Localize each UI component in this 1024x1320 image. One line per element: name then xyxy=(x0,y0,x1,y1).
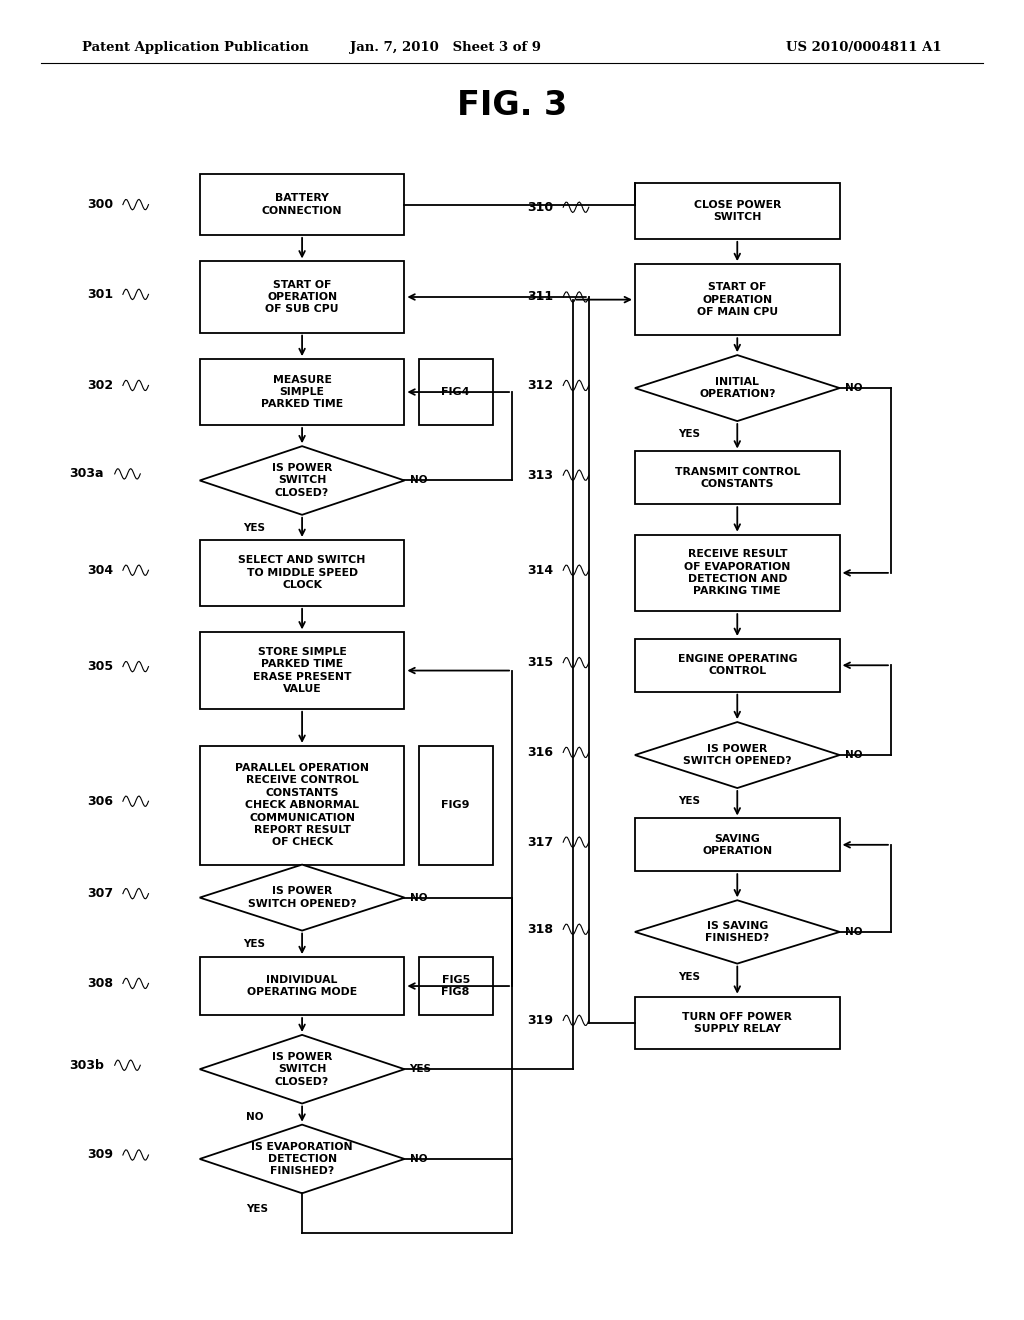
FancyBboxPatch shape xyxy=(200,261,404,333)
Text: SELECT AND SWITCH
TO MIDDLE SPEED
CLOCK: SELECT AND SWITCH TO MIDDLE SPEED CLOCK xyxy=(239,556,366,590)
FancyBboxPatch shape xyxy=(200,957,404,1015)
FancyBboxPatch shape xyxy=(200,632,404,709)
Text: RECEIVE RESULT
OF EVAPORATION
DETECTION AND
PARKING TIME: RECEIVE RESULT OF EVAPORATION DETECTION … xyxy=(684,549,791,597)
Text: FIG5
FIG8: FIG5 FIG8 xyxy=(441,975,470,997)
Text: STORE SIMPLE
PARKED TIME
ERASE PRESENT
VALUE: STORE SIMPLE PARKED TIME ERASE PRESENT V… xyxy=(253,647,351,694)
FancyBboxPatch shape xyxy=(635,818,840,871)
Text: 310: 310 xyxy=(527,201,554,214)
Polygon shape xyxy=(200,1035,404,1104)
Text: NO: NO xyxy=(845,927,862,937)
Text: CLOSE POWER
SWITCH: CLOSE POWER SWITCH xyxy=(693,201,781,222)
FancyBboxPatch shape xyxy=(635,639,840,692)
Text: 304: 304 xyxy=(87,564,114,577)
FancyBboxPatch shape xyxy=(200,174,404,235)
Text: NO: NO xyxy=(845,750,862,760)
Text: IS POWER
SWITCH
CLOSED?: IS POWER SWITCH CLOSED? xyxy=(272,1052,332,1086)
Text: YES: YES xyxy=(678,429,699,440)
Text: 313: 313 xyxy=(527,469,553,482)
Polygon shape xyxy=(200,865,404,931)
Text: YES: YES xyxy=(410,1064,431,1074)
Text: YES: YES xyxy=(678,796,699,807)
FancyBboxPatch shape xyxy=(635,183,840,239)
Text: IS POWER
SWITCH OPENED?: IS POWER SWITCH OPENED? xyxy=(683,744,792,766)
Text: 318: 318 xyxy=(527,923,553,936)
Polygon shape xyxy=(635,355,840,421)
FancyBboxPatch shape xyxy=(419,746,493,865)
FancyBboxPatch shape xyxy=(200,746,404,865)
Text: 302: 302 xyxy=(87,379,114,392)
Text: NO: NO xyxy=(410,892,427,903)
Text: START OF
OPERATION
OF SUB CPU: START OF OPERATION OF SUB CPU xyxy=(265,280,339,314)
Polygon shape xyxy=(635,900,840,964)
Text: 317: 317 xyxy=(527,836,554,849)
Text: YES: YES xyxy=(243,523,264,533)
Text: NO: NO xyxy=(410,475,427,486)
Polygon shape xyxy=(200,446,404,515)
Text: YES: YES xyxy=(678,972,699,982)
FancyBboxPatch shape xyxy=(419,359,493,425)
Text: 309: 309 xyxy=(87,1148,113,1162)
Text: 303b: 303b xyxy=(70,1059,104,1072)
Text: ENGINE OPERATING
CONTROL: ENGINE OPERATING CONTROL xyxy=(678,655,797,676)
Text: Patent Application Publication: Patent Application Publication xyxy=(82,41,308,54)
Text: US 2010/0004811 A1: US 2010/0004811 A1 xyxy=(786,41,942,54)
Text: YES: YES xyxy=(246,1204,267,1214)
Text: 315: 315 xyxy=(527,656,554,669)
Text: MEASURE
SIMPLE
PARKED TIME: MEASURE SIMPLE PARKED TIME xyxy=(261,375,343,409)
Text: PARALLEL OPERATION
RECEIVE CONTROL
CONSTANTS
CHECK ABNORMAL
COMMUNICATION
REPORT: PARALLEL OPERATION RECEIVE CONTROL CONST… xyxy=(236,763,369,847)
Text: BATTERY
CONNECTION: BATTERY CONNECTION xyxy=(262,194,342,215)
Text: FIG. 3: FIG. 3 xyxy=(457,88,567,121)
FancyBboxPatch shape xyxy=(419,957,493,1015)
Text: TURN OFF POWER
SUPPLY RELAY: TURN OFF POWER SUPPLY RELAY xyxy=(682,1012,793,1034)
FancyBboxPatch shape xyxy=(635,535,840,611)
Text: FIG4: FIG4 xyxy=(441,387,470,397)
Text: 319: 319 xyxy=(527,1014,553,1027)
Text: 307: 307 xyxy=(87,887,114,900)
Text: 311: 311 xyxy=(527,290,554,304)
FancyBboxPatch shape xyxy=(200,540,404,606)
Text: NO: NO xyxy=(410,1154,427,1164)
Text: INITIAL
OPERATION?: INITIAL OPERATION? xyxy=(699,378,775,399)
Text: IS SAVING
FINISHED?: IS SAVING FINISHED? xyxy=(706,921,769,942)
FancyBboxPatch shape xyxy=(635,264,840,335)
Text: FIG9: FIG9 xyxy=(441,800,470,810)
Text: Jan. 7, 2010   Sheet 3 of 9: Jan. 7, 2010 Sheet 3 of 9 xyxy=(350,41,541,54)
FancyBboxPatch shape xyxy=(635,997,840,1049)
Text: INDIVIDUAL
OPERATING MODE: INDIVIDUAL OPERATING MODE xyxy=(247,975,357,997)
Text: 305: 305 xyxy=(87,660,114,673)
Text: 303a: 303a xyxy=(70,467,104,480)
Text: IS POWER
SWITCH OPENED?: IS POWER SWITCH OPENED? xyxy=(248,887,356,908)
Text: NO: NO xyxy=(246,1111,263,1122)
Text: IS POWER
SWITCH
CLOSED?: IS POWER SWITCH CLOSED? xyxy=(272,463,332,498)
Text: 314: 314 xyxy=(527,564,554,577)
Text: START OF
OPERATION
OF MAIN CPU: START OF OPERATION OF MAIN CPU xyxy=(696,282,778,317)
Polygon shape xyxy=(635,722,840,788)
Text: 316: 316 xyxy=(527,746,553,759)
FancyBboxPatch shape xyxy=(200,359,404,425)
Text: TRANSMIT CONTROL
CONSTANTS: TRANSMIT CONTROL CONSTANTS xyxy=(675,467,800,488)
Text: IS EVAPORATION
DETECTION
FINISHED?: IS EVAPORATION DETECTION FINISHED? xyxy=(251,1142,353,1176)
Text: YES: YES xyxy=(243,939,264,949)
Polygon shape xyxy=(200,1125,404,1193)
Text: 306: 306 xyxy=(87,795,113,808)
Text: SAVING
OPERATION: SAVING OPERATION xyxy=(702,834,772,855)
Text: 300: 300 xyxy=(87,198,114,211)
Text: NO: NO xyxy=(845,383,862,393)
Text: 312: 312 xyxy=(527,379,554,392)
FancyBboxPatch shape xyxy=(635,451,840,504)
Text: 301: 301 xyxy=(87,288,114,301)
Text: 308: 308 xyxy=(87,977,113,990)
